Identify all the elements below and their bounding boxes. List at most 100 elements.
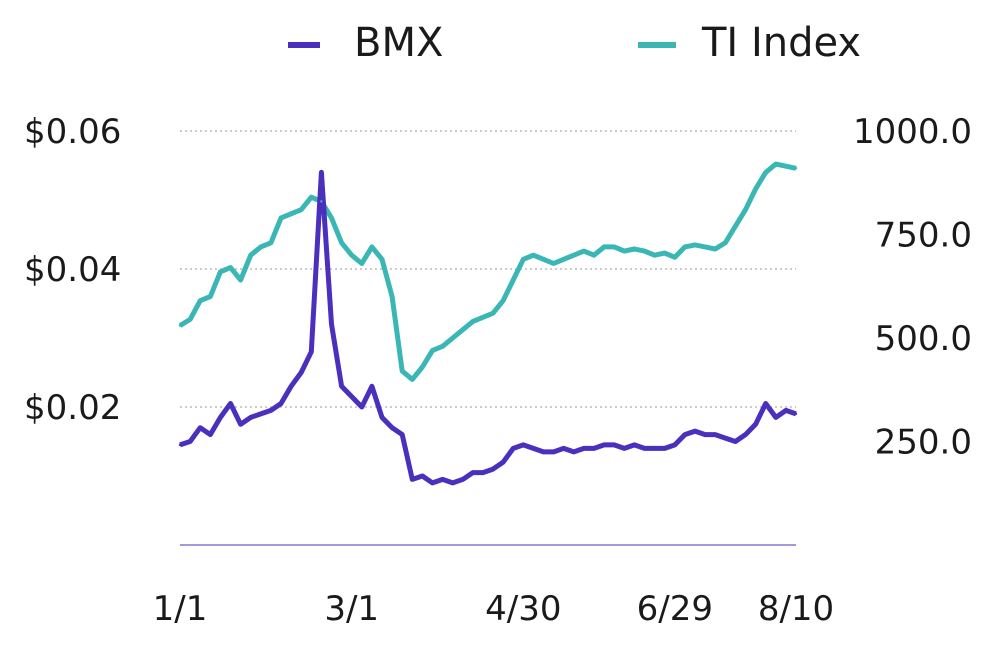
- data-point-bmx: [613, 443, 616, 447]
- data-point-bmx: [320, 171, 323, 174]
- data-point-ti-index: [461, 328, 464, 331]
- data-point-bmx: [562, 447, 565, 450]
- data-point-ti-index: [400, 369, 404, 373]
- data-point-bmx: [390, 426, 394, 429]
- data-point-ti-index: [310, 196, 313, 199]
- data-point-ti-index: [431, 349, 434, 352]
- data-point-ti-index: [572, 254, 576, 257]
- data-point-bmx: [552, 450, 555, 454]
- data-point-ti-index: [249, 254, 252, 257]
- data-point-bmx: [370, 385, 374, 388]
- data-point-bmx: [269, 409, 273, 412]
- data-point-ti-index: [299, 208, 303, 211]
- y-right-tick-label: 750.0: [875, 216, 972, 256]
- data-point-ti-index: [269, 241, 273, 244]
- data-point-bmx: [764, 402, 767, 405]
- data-point-bmx: [724, 436, 727, 440]
- data-point-bmx: [451, 481, 454, 485]
- data-point-ti-index: [239, 278, 242, 282]
- data-point-bmx: [219, 416, 222, 419]
- data-point-ti-index: [198, 299, 202, 302]
- data-point-bmx: [744, 433, 747, 436]
- data-point-bmx: [461, 478, 464, 481]
- data-point-bmx: [633, 443, 636, 447]
- data-point-bmx: [350, 395, 353, 398]
- data-point-ti-index: [421, 365, 424, 369]
- data-point-ti-index: [592, 254, 596, 257]
- y-axis-left: $0.06 $0.04 $0.02: [24, 112, 121, 428]
- data-point-ti-index: [350, 254, 353, 257]
- data-point-bmx: [188, 440, 192, 443]
- data-point-bmx: [421, 474, 424, 478]
- data-point-bmx: [481, 471, 485, 474]
- data-point-ti-index: [602, 245, 606, 249]
- data-point-ti-index: [380, 258, 384, 261]
- data-point-ti-index: [562, 258, 565, 261]
- data-point-ti-index: [653, 254, 656, 257]
- data-point-ti-index: [471, 320, 475, 323]
- series-line-bmx: [179, 169, 797, 486]
- data-point-bmx: [411, 478, 414, 481]
- data-point-ti-index: [209, 295, 212, 298]
- data-point-bmx: [330, 323, 333, 326]
- data-point-ti-index: [663, 251, 666, 255]
- data-point-bmx: [279, 402, 283, 405]
- y-left-tick-label: $0.06: [24, 112, 121, 152]
- x-tick-label: 3/1: [324, 589, 379, 629]
- data-point-ti-index: [582, 249, 586, 253]
- data-point-ti-index: [330, 216, 333, 220]
- legend-bmx-label: BMX: [354, 20, 443, 66]
- data-point-bmx: [673, 443, 677, 447]
- data-point-bmx: [229, 402, 232, 405]
- x-tick-label: 4/30: [485, 589, 561, 629]
- data-point-ti-index: [552, 262, 555, 265]
- gridlines: [180, 130, 796, 408]
- data-point-bmx: [592, 447, 596, 450]
- data-point-bmx: [239, 423, 242, 426]
- data-point-bmx: [178, 443, 182, 447]
- data-point-bmx: [663, 447, 666, 450]
- data-point-bmx: [522, 443, 525, 447]
- data-point-ti-index: [188, 318, 192, 321]
- data-point-ti-index: [643, 249, 646, 253]
- data-point-ti-index: [360, 262, 363, 265]
- data-point-bmx: [299, 371, 303, 374]
- data-point-bmx: [653, 447, 656, 450]
- data-point-ti-index: [774, 162, 778, 166]
- data-points: [178, 162, 798, 485]
- data-point-ti-index: [289, 212, 293, 215]
- x-tick-label: 6/29: [637, 589, 713, 629]
- data-point-ti-index: [178, 324, 182, 327]
- data-point-bmx: [198, 426, 202, 429]
- data-point-bmx: [582, 447, 586, 450]
- data-point-bmx: [794, 412, 798, 416]
- data-point-bmx: [360, 405, 363, 409]
- data-point-ti-index: [683, 245, 687, 249]
- x-tick-label: 8/10: [758, 589, 834, 629]
- data-point-ti-index: [613, 245, 616, 249]
- data-point-ti-index: [724, 241, 727, 244]
- data-point-ti-index: [451, 336, 454, 340]
- y-right-tick-label: 1000.0: [853, 112, 972, 152]
- data-point-ti-index: [794, 167, 798, 170]
- data-point-ti-index: [370, 245, 374, 249]
- data-point-ti-index: [734, 225, 737, 228]
- data-point-ti-index: [390, 295, 394, 298]
- legend-ti-index-label: TI Index: [701, 20, 861, 66]
- data-point-ti-index: [703, 245, 707, 249]
- data-point-ti-index: [501, 299, 505, 302]
- data-point-bmx: [431, 481, 434, 485]
- data-point-ti-index: [633, 247, 636, 251]
- data-point-ti-index: [481, 316, 485, 319]
- data-point-bmx: [703, 433, 707, 436]
- data-point-bmx: [259, 412, 262, 416]
- data-point-bmx: [784, 409, 788, 412]
- data-point-bmx: [754, 423, 757, 426]
- data-point-ti-index: [491, 311, 495, 315]
- y-axis-right: 1000.0 750.0 500.0 250.0: [853, 112, 972, 463]
- data-point-bmx: [643, 447, 646, 450]
- y-right-tick-label: 250.0: [875, 423, 972, 463]
- data-point-bmx: [249, 416, 252, 419]
